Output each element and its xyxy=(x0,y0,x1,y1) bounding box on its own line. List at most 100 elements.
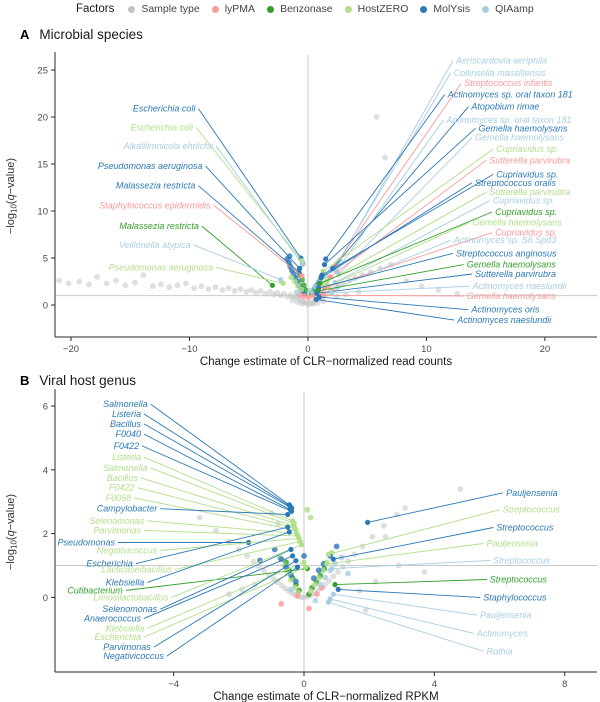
svg-text:Gemella haemolysans: Gemella haemolysans xyxy=(467,291,557,301)
svg-text:Klebsiella: Klebsiella xyxy=(106,577,145,587)
svg-text:15: 15 xyxy=(37,160,48,171)
y-axis-label: −log10(q−value) xyxy=(5,158,19,234)
svg-text:20: 20 xyxy=(540,344,551,355)
svg-text:F0422: F0422 xyxy=(114,441,140,451)
panel-a-name: Microbial species xyxy=(39,27,143,42)
axes: −20 −10 0 10 20 0 5 10 15 20 25 xyxy=(37,52,597,355)
svg-text:4: 4 xyxy=(43,465,48,476)
svg-text:4: 4 xyxy=(432,679,437,690)
svg-text:Parvimonas: Parvimonas xyxy=(103,642,151,652)
svg-text:Sutterella parvirubra: Sutterella parvirubra xyxy=(489,155,570,165)
factor-legend: Factors Sample type lyPMA Benzonase HostZER… xyxy=(76,3,546,15)
point-labels: Escherichia coli Escherichia coli Alkalili… xyxy=(98,56,573,326)
svg-text:Campylobacter: Campylobacter xyxy=(97,504,159,514)
svg-text:Anaerococcus: Anaerococcus xyxy=(83,613,142,623)
legend-item-molysis: MolYsis xyxy=(420,3,470,15)
panel-a-letter: A xyxy=(20,27,30,42)
svg-text:Pseudomonas aeruginosa: Pseudomonas aeruginosa xyxy=(98,161,203,171)
svg-text:Actinomyces oris: Actinomyces oris xyxy=(470,305,540,315)
svg-text:Bacillus: Bacillus xyxy=(107,473,139,483)
svg-text:Escherichia coli: Escherichia coli xyxy=(130,122,194,132)
svg-text:Atopobium rimae: Atopobium rimae xyxy=(470,102,539,112)
svg-text:Actinomyces naeslundii: Actinomyces naeslundii xyxy=(472,281,568,291)
scatter-points xyxy=(56,114,461,307)
svg-text:0: 0 xyxy=(305,344,310,355)
legend-dot-icon xyxy=(211,5,219,13)
svg-text:Parvimonas: Parvimonas xyxy=(93,525,141,535)
svg-text:Pauljensenia: Pauljensenia xyxy=(506,488,558,498)
legend-title: Factors xyxy=(76,3,115,15)
svg-text:Salmonella: Salmonella xyxy=(103,463,148,473)
svg-text:10: 10 xyxy=(37,207,48,218)
svg-text:Negativicoccus: Negativicoccus xyxy=(97,546,158,556)
svg-text:Listeria: Listeria xyxy=(112,452,141,462)
svg-text:F0058: F0058 xyxy=(106,493,132,503)
svg-text:Pseudomonas aeruginosa: Pseudomonas aeruginosa xyxy=(109,262,214,272)
svg-text:Pseudomonas: Pseudomonas xyxy=(57,538,115,548)
svg-text:Malassezia restricta: Malassezia restricta xyxy=(116,181,196,191)
svg-text:Escherichia coli: Escherichia coli xyxy=(133,104,197,114)
legend-items: Sample type lyPMA Benzonase HostZERO MolYsis… xyxy=(128,3,545,15)
svg-text:Listeria: Listeria xyxy=(112,409,141,419)
svg-text:Selenomonas: Selenomonas xyxy=(89,516,145,526)
svg-text:Escherichia: Escherichia xyxy=(94,632,141,642)
legend-dot-icon xyxy=(128,5,136,13)
svg-text:Gemella haemolysans: Gemella haemolysans xyxy=(473,217,563,227)
svg-text:Escherichia: Escherichia xyxy=(86,559,133,569)
svg-text:Cupriavidus sp.: Cupriavidus sp. xyxy=(495,228,557,238)
legend-item-label: Benzonase xyxy=(280,3,333,15)
svg-text:Cupriavidus sp.: Cupriavidus sp. xyxy=(493,196,555,206)
svg-text:5: 5 xyxy=(43,254,48,265)
svg-text:Salmonella: Salmonella xyxy=(103,399,148,409)
y-axis-label: −log10(q−value) xyxy=(5,494,19,570)
svg-text:−20: −20 xyxy=(63,344,79,355)
svg-text:Veillonella atypica: Veillonella atypica xyxy=(119,240,191,250)
svg-text:Streptococcus: Streptococcus xyxy=(493,555,551,565)
svg-text:25: 25 xyxy=(37,66,48,77)
legend-dot-icon xyxy=(344,5,352,13)
svg-text:0: 0 xyxy=(43,301,48,312)
svg-text:F0422: F0422 xyxy=(109,483,135,493)
svg-text:Gemella haemolysans: Gemella haemolysans xyxy=(467,260,557,270)
svg-text:Bacillus: Bacillus xyxy=(110,419,142,429)
svg-text:Rothia: Rothia xyxy=(487,646,513,656)
x-axis-label: Change estimate of CLR−normalized RPKM xyxy=(213,691,438,702)
svg-text:Pauljensenia: Pauljensenia xyxy=(487,539,539,549)
legend-dot-icon xyxy=(267,5,275,13)
label-connectors xyxy=(118,403,504,657)
svg-text:0: 0 xyxy=(43,593,48,604)
svg-text:Sutterella parvirubra: Sutterella parvirubra xyxy=(475,269,556,279)
legend-dot-icon xyxy=(482,5,490,13)
x-axis-label: Change estimate of CLR−normalized read c… xyxy=(200,356,452,368)
svg-text:Actinomyces sp. oral taxon 181: Actinomyces sp. oral taxon 181 xyxy=(447,90,573,100)
svg-text:Sutterella parvirubra: Sutterella parvirubra xyxy=(489,187,570,197)
label-connectors xyxy=(193,60,494,321)
svg-text:Selenomonas: Selenomonas xyxy=(102,604,158,614)
svg-text:2: 2 xyxy=(43,529,48,540)
panel-b-plot: SalmonellaListeriaBacillusF0040F0422List… xyxy=(5,389,597,702)
legend-item-label: MolYsis xyxy=(433,3,471,15)
legend-dot-icon xyxy=(420,5,428,13)
svg-text:Aeriscardovia aeriphila: Aeriscardovia aeriphila xyxy=(455,56,547,66)
svg-text:10: 10 xyxy=(421,344,432,355)
panel-a-title: A Microbial species xyxy=(20,27,143,42)
panel-a-plot: Escherichia coli Escherichia coli Alkalili… xyxy=(5,52,597,368)
svg-text:Lacticaseibacillus: Lacticaseibacillus xyxy=(102,565,173,575)
axes: −4 0 4 8 0 2 4 6 xyxy=(43,389,597,690)
panel-b-letter: B xyxy=(20,373,30,388)
legend-item-lypma: lyPMA xyxy=(211,3,255,15)
svg-text:Pauljensenia: Pauljensenia xyxy=(480,610,532,620)
legend-item-label: HostZERO xyxy=(357,3,409,15)
svg-text:Actinomyces: Actinomyces xyxy=(476,628,529,638)
svg-text:Streptococcus: Streptococcus xyxy=(496,523,554,533)
point-labels: SalmonellaListeriaBacillusF0040F0422List… xyxy=(57,399,560,661)
legend-item-sample-type: Sample type xyxy=(128,3,200,15)
svg-text:8: 8 xyxy=(562,679,567,690)
svg-text:Gemella haemolysans: Gemella haemolysans xyxy=(479,123,569,133)
svg-text:Streptococcus anginosus: Streptococcus anginosus xyxy=(456,248,557,258)
svg-text:Streptococcus oralis: Streptococcus oralis xyxy=(475,178,557,188)
panel-b-name: Viral host genus xyxy=(39,373,136,388)
legend-item-qiaamp: QIAamp xyxy=(482,3,534,15)
svg-text:Actinomyces sp. oral taxon 181: Actinomyces sp. oral taxon 181 xyxy=(446,115,572,125)
legend-item-label: QIAamp xyxy=(495,3,534,15)
